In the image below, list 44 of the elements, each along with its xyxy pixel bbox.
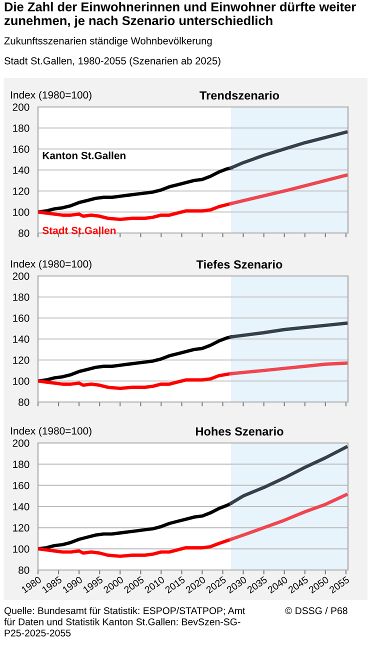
y-tick-label: 80 [18, 230, 30, 237]
y-tick-label: 140 [13, 336, 30, 343]
line-series [229, 322, 348, 339]
chart-title: Trendszenario [200, 90, 280, 100]
y-tick-label: 160 [13, 146, 30, 153]
y-tick-label: 180 [13, 124, 30, 132]
line-series [38, 372, 233, 390]
line-series [38, 502, 233, 551]
text: Stadt St.Gallen, 1980-2055 (Szenarien ab 2025) [4, 57, 220, 66]
y-tick-label: 200 [12, 440, 30, 447]
y-axis-title: Index (1980=100) [11, 426, 92, 437]
y-tick-label: 120 [13, 524, 30, 532]
y-tick-label: 80 [18, 398, 30, 406]
text: Kanton St.Gallen [42, 152, 126, 160]
y-axis-title: Index (1980=100) [11, 90, 92, 101]
line-series [229, 493, 348, 541]
series-label: Stadt St.Gallen [42, 226, 116, 234]
y-tick-label: 160 [13, 314, 30, 322]
chart-title: Tiefes Szenario [196, 260, 282, 269]
text: Zukunftsszenarien ständige Wohnbevölkerung [4, 37, 212, 46]
line-series [38, 538, 233, 558]
line-series [229, 446, 348, 505]
y-tick-label: 100 [13, 378, 30, 385]
y-tick-label: 140 [13, 503, 30, 510]
text: © DSSG / P68 [285, 607, 348, 614]
line-series [229, 130, 348, 170]
y-tick-label: 200 [12, 104, 30, 111]
y-tick-label: 80 [18, 566, 30, 574]
line-series [229, 361, 348, 376]
y-tick-label: 180 [13, 460, 30, 468]
y-tick-label: 160 [13, 482, 30, 490]
text: Die Zahl der Einwohnerinnen und Einwohner dürfte weiter zunehmen, je nach Szenario unterschiedlich [4, 2, 356, 28]
line-series [38, 166, 233, 214]
y-tick-label: 180 [13, 294, 30, 301]
y-tick-label: 120 [13, 188, 30, 195]
y-tick-label: 140 [13, 166, 30, 174]
y-tick-label: 120 [13, 356, 30, 364]
source-note: Quelle: Bundesamt für Statistik: ESPOP/STATPOP; Amt für Daten und Statistik Kanton St.Gallen: BevSzen-SG- P25-2025-2055 [4, 607, 246, 636]
y-tick-label: 100 [13, 545, 30, 553]
chart-title: Hohes Szenario [196, 426, 284, 436]
line-series [38, 335, 233, 383]
y-axis-title: Index (1980=100) [11, 260, 92, 270]
y-tick-label: 100 [13, 208, 30, 216]
y-tick-label: 200 [12, 272, 30, 280]
